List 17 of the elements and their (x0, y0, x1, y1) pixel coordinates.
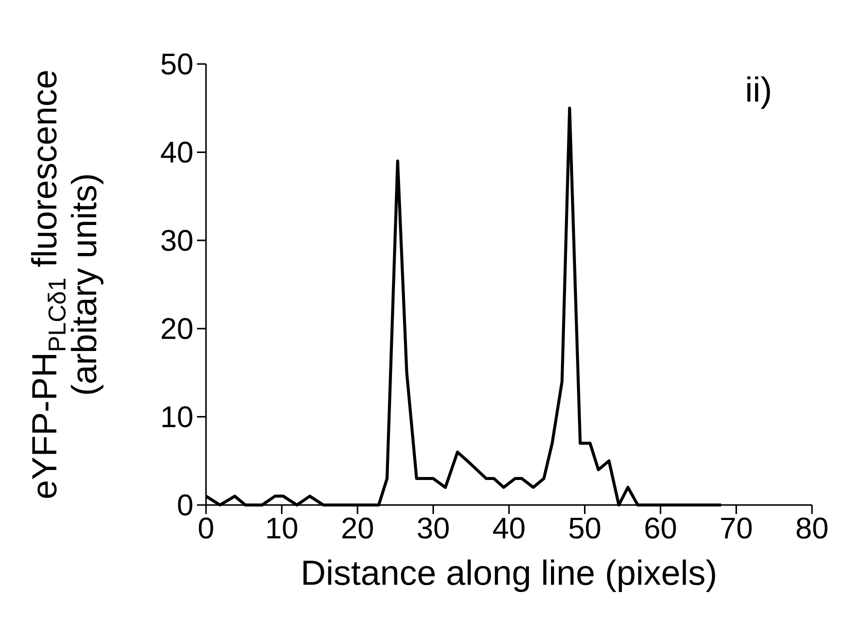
y-tick-label: 10 (162, 406, 192, 428)
x-tick-label: 50 (569, 518, 600, 539)
y-tick-label: 0 (178, 494, 192, 516)
x-tick-label: 10 (267, 518, 298, 539)
x-tick-label: 80 (796, 518, 828, 539)
x-tick-label: 60 (645, 518, 676, 539)
annotation: ii) (747, 76, 770, 109)
x-tick-label: 20 (342, 518, 373, 539)
x-axis-title: Distance along line (pixels) (304, 560, 716, 592)
x-tick-label: 30 (418, 518, 449, 539)
x-tick-label: 40 (493, 518, 524, 539)
y-tick-label: 40 (160, 142, 192, 163)
x-tick-label: 70 (721, 518, 752, 539)
y-tick-label: 50 (161, 53, 192, 75)
y-tick-label: 30 (161, 230, 192, 251)
y-tick-label: 20 (162, 318, 192, 340)
x-tick-label: 0 (198, 518, 214, 539)
